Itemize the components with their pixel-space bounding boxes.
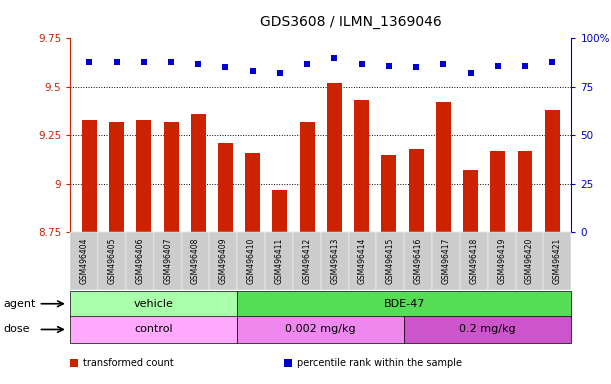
Text: transformed count: transformed count [83, 358, 174, 368]
Text: GSM496411: GSM496411 [274, 238, 284, 284]
Text: GSM496404: GSM496404 [79, 238, 89, 285]
Point [439, 61, 448, 67]
Text: dose: dose [3, 324, 29, 334]
Bar [218, 143, 233, 232]
Bar [299, 122, 315, 232]
Point [466, 70, 475, 76]
Text: BDE-47: BDE-47 [384, 299, 425, 309]
Point [411, 65, 421, 71]
Text: GSM496414: GSM496414 [358, 238, 367, 284]
Bar [136, 120, 152, 232]
Text: GDS3608 / ILMN_1369046: GDS3608 / ILMN_1369046 [260, 15, 441, 29]
Text: agent: agent [3, 299, 35, 309]
Bar [354, 101, 369, 232]
Bar [109, 122, 124, 232]
Point [302, 61, 312, 67]
Text: GSM496407: GSM496407 [163, 238, 172, 285]
Text: GSM496410: GSM496410 [247, 238, 255, 284]
Text: GSM496420: GSM496420 [525, 238, 534, 284]
Point [248, 68, 258, 74]
Text: GSM496416: GSM496416 [414, 238, 423, 284]
Point [166, 59, 176, 65]
Text: GSM496421: GSM496421 [553, 238, 562, 284]
Bar [164, 122, 178, 232]
Bar [409, 149, 423, 232]
Text: GSM496408: GSM496408 [191, 238, 200, 284]
Text: GSM496417: GSM496417 [442, 238, 450, 284]
Bar [545, 110, 560, 232]
Text: percentile rank within the sample: percentile rank within the sample [297, 358, 462, 368]
Point [84, 59, 94, 65]
Text: GSM496418: GSM496418 [469, 238, 478, 284]
Text: GSM496412: GSM496412 [302, 238, 312, 284]
Bar [191, 114, 206, 232]
Text: control: control [134, 324, 173, 334]
Text: GSM496415: GSM496415 [386, 238, 395, 284]
Bar [327, 83, 342, 232]
Bar [518, 151, 532, 232]
Bar [436, 103, 451, 232]
Point [520, 63, 530, 69]
Text: GSM496413: GSM496413 [330, 238, 339, 284]
Point [139, 59, 148, 65]
Text: GSM496406: GSM496406 [136, 238, 144, 285]
Bar [273, 190, 287, 232]
Text: GSM496405: GSM496405 [108, 238, 117, 285]
Text: 0.002 mg/kg: 0.002 mg/kg [285, 324, 356, 334]
Point [547, 59, 557, 65]
Text: GSM496419: GSM496419 [497, 238, 506, 284]
Bar [245, 153, 260, 232]
Point [193, 61, 203, 67]
Bar [381, 155, 397, 232]
Text: vehicle: vehicle [134, 299, 174, 309]
Point [384, 63, 393, 69]
Text: 0.2 mg/kg: 0.2 mg/kg [459, 324, 516, 334]
Bar [82, 120, 97, 232]
Point [329, 55, 339, 61]
Bar [490, 151, 505, 232]
Point [221, 65, 230, 71]
Text: GSM496409: GSM496409 [219, 238, 228, 285]
Point [357, 61, 367, 67]
Point [493, 63, 503, 69]
Point [112, 59, 122, 65]
Bar [463, 170, 478, 232]
Point [275, 70, 285, 76]
